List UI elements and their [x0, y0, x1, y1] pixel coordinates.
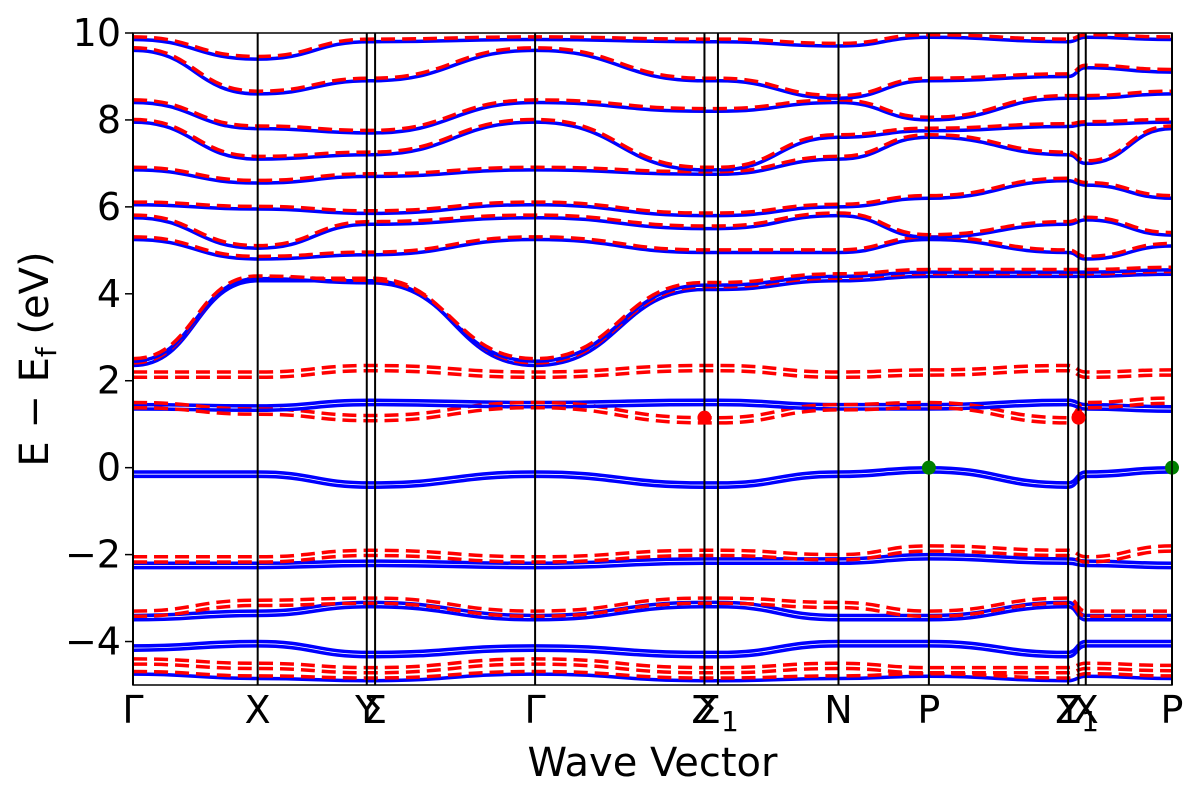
x-tick-label: Γ	[122, 688, 143, 732]
x-tick-label: X	[1073, 688, 1099, 732]
marker-0	[697, 410, 712, 425]
flat-band-red-1	[133, 396, 1172, 420]
x-tick-label: Γ	[525, 688, 546, 732]
x-tick-label: P	[917, 688, 940, 732]
flat-band-red-b-3	[133, 601, 1172, 619]
y-ticks: −4 −2 0 2 4 6 8 10	[65, 11, 133, 664]
y-tick-label: −4	[65, 620, 121, 664]
x-tick-label: Σ1	[697, 688, 739, 738]
flat-band-red-3	[133, 596, 1172, 613]
y-tick-label: −2	[65, 533, 121, 577]
x-tick-label: N	[824, 688, 852, 732]
band-red-9	[133, 33, 1172, 59]
y-axis-label: E − Ef (eV)	[12, 251, 63, 466]
y-tick-label: 0	[97, 446, 121, 490]
y-axis-label-subscript: f	[30, 346, 63, 357]
x-tick-label: X	[245, 688, 271, 732]
band-red-6	[133, 117, 1172, 170]
band-blue-4	[133, 179, 1172, 218]
band-blue-1	[133, 268, 1172, 363]
band-red-0	[133, 269, 1172, 365]
x-tick-label: Y	[354, 688, 379, 732]
band-blue-0	[133, 272, 1172, 368]
flat-band-red-b-1	[133, 401, 1172, 425]
flat-band-blue-1	[133, 465, 1172, 485]
marker-1	[1071, 410, 1086, 425]
y-axis-label-unit: (eV)	[12, 251, 58, 347]
point-markers	[697, 410, 1179, 475]
x-tick-label: Z	[1055, 688, 1081, 732]
band-blue-5	[133, 126, 1172, 185]
y-tick-label: 8	[97, 98, 121, 142]
band-red-4	[133, 176, 1172, 215]
x-tick-label: Σ	[363, 688, 387, 732]
plot-frame	[132, 32, 1173, 686]
bands-layer	[133, 33, 1172, 683]
x-tick-label: P	[1161, 688, 1184, 732]
band-red-5	[133, 124, 1172, 183]
flat-band-red-4	[133, 657, 1172, 670]
y-tick-label: 6	[97, 185, 121, 229]
y-tick-label: 10	[73, 11, 121, 55]
x-axis-label: Wave Vector	[528, 740, 779, 786]
y-tick-label: 2	[97, 359, 121, 403]
y-axis-label-main: E − E	[12, 357, 58, 467]
marker-2	[921, 460, 936, 475]
x-tick-label: Z	[691, 688, 717, 732]
y-tick-label: 4	[97, 272, 121, 316]
